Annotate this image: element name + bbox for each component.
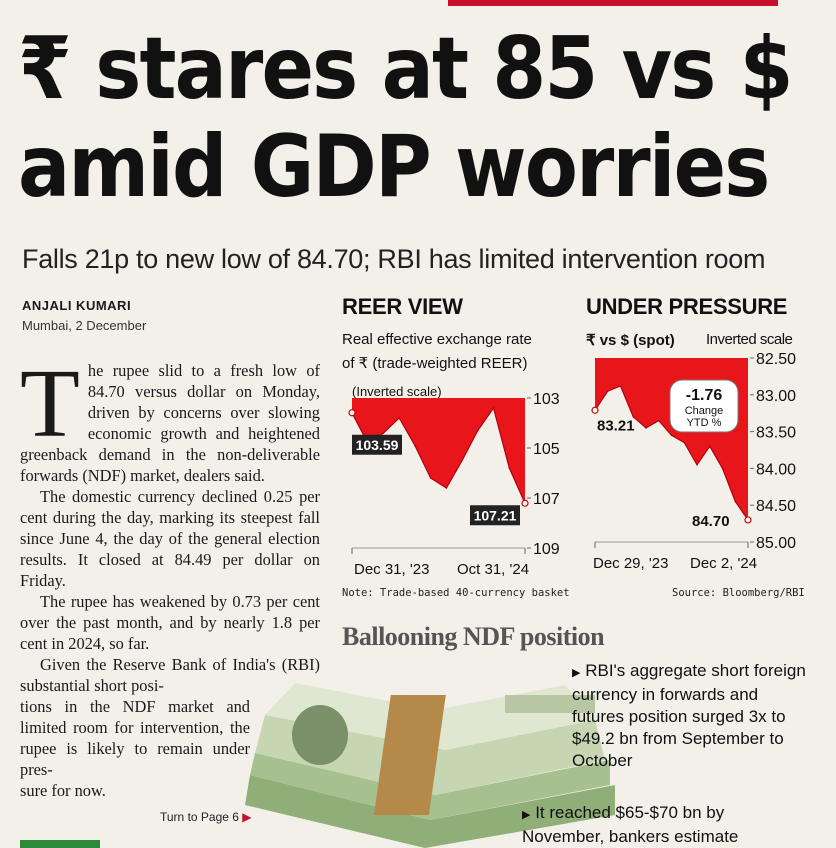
data-point	[445, 487, 448, 489]
reer-inverted-note: (Inverted scale)	[352, 384, 442, 399]
data-point	[708, 445, 711, 448]
turn-to-page-text: Turn to Page 6	[160, 810, 239, 824]
end-data-label: 84.70	[692, 513, 730, 530]
pressure-chart-title: UNDER PRESSURE	[586, 294, 788, 319]
y-tick-label: 85.00	[756, 535, 796, 552]
start-marker	[348, 409, 356, 417]
y-tick-label: 83.50	[756, 425, 796, 442]
triangle-right-icon: ▶	[572, 667, 581, 679]
reer-chart: 103 105 107 109 Dec 31, '23 Oct 31, '24 103.59…	[348, 391, 560, 578]
story-paragraph-2: The domestic currency declined 0.25 per …	[20, 487, 320, 590]
ndf-bullet-1-text: RBI's aggregate short foreign currency i…	[572, 661, 806, 770]
headline-line-1: ₹ stares at 85 vs $	[18, 19, 794, 119]
pressure-subtitle: ₹ vs $ (spot)	[586, 332, 675, 349]
data-point	[508, 467, 511, 469]
money-stack-image	[245, 683, 615, 848]
reer-subtitle-1: Real effective exchange rate	[342, 331, 532, 348]
data-point	[429, 477, 432, 479]
y-tick-label: 84.00	[756, 461, 796, 478]
end-marker	[744, 516, 752, 524]
data-point	[670, 434, 673, 437]
reer-note: Note: Trade-based 40-currency basket	[342, 587, 570, 599]
subheadline: Falls 21p to new low of 84.70; RBI has l…	[22, 244, 766, 274]
data-point	[461, 459, 463, 462]
start-data-label: 83.21	[597, 417, 635, 434]
series-line	[351, 406, 526, 504]
end-marker	[521, 499, 529, 507]
y-tick-label: 84.50	[756, 498, 796, 515]
data-point	[606, 390, 609, 392]
data-point	[683, 441, 686, 444]
story-paragraph-3: The rupee has weakened by 0.73 per cent …	[20, 592, 320, 653]
headline-line-2: amid GDP worries	[18, 117, 770, 217]
page-footer-bar	[20, 840, 100, 848]
y-tick-label: 103	[533, 391, 560, 408]
data-point	[721, 467, 724, 470]
change-badge	[669, 379, 739, 433]
data-point	[382, 432, 385, 434]
triangle-right-icon: ▶	[522, 809, 531, 821]
byline: ANJALI KUMARI	[22, 298, 132, 313]
end-label-box	[470, 505, 520, 526]
change-label-ytd: YTD %	[687, 417, 722, 429]
dateline: Mumbai, 2 December	[22, 318, 147, 333]
y-tick-label: 109	[533, 541, 560, 558]
turn-to-page-link[interactable]: Turn to Page 6 ▶	[160, 810, 252, 824]
data-point	[734, 500, 737, 503]
x-tick-label: Dec 31, '23	[354, 561, 429, 578]
data-point	[414, 444, 416, 447]
change-value: -1.76	[686, 387, 723, 404]
pressure-inverted-note: Inverted scale	[706, 331, 793, 348]
data-point	[632, 416, 635, 418]
data-point	[696, 463, 698, 466]
start-marker	[591, 406, 599, 414]
data-point	[398, 417, 400, 419]
start-label-box	[352, 434, 402, 455]
change-label: Change	[685, 405, 724, 417]
story-paragraph-4b: tions in the NDF market and limited room…	[20, 697, 250, 779]
x-tick-label: Dec 29, '23	[593, 555, 668, 572]
ndf-bullet-2-text: It reached $65-$70 bn by November, banke…	[522, 803, 739, 846]
top-accent-bar	[448, 0, 778, 6]
y-tick-label: 83.00	[756, 388, 796, 405]
ndf-bullet-2: ▶ It reached $65-$70 bn by November, ban…	[522, 802, 782, 848]
end-data-label: 107.21	[474, 507, 517, 523]
reer-chart-title: REER VIEW	[342, 294, 463, 319]
y-tick-label: 82.50	[756, 351, 796, 368]
x-tick-label: Oct 31, '24	[457, 561, 529, 578]
data-point	[477, 429, 479, 432]
data-point	[619, 385, 622, 387]
ndf-section-title: Ballooning NDF position	[342, 622, 605, 651]
x-tick-label: Dec 2, '24	[690, 555, 757, 572]
pressure-source: Source: Bloomberg/RBI	[672, 587, 805, 599]
data-point	[657, 419, 660, 422]
story-paragraph-1: he rupee slid to a fresh low of 84.70 ve…	[20, 361, 320, 485]
start-data-label: 103.59	[356, 437, 399, 453]
data-point	[492, 407, 495, 409]
ndf-bullet-1: ▶ RBI's aggregate short foreign currency…	[572, 660, 812, 772]
story-paragraph-4c: sure for now.	[20, 781, 106, 800]
story-paragraph-4a: Given the Reserve Bank of India's (RBI) …	[20, 655, 320, 695]
reer-subtitle-2: of ₹ (trade-weighted REER)	[342, 355, 528, 372]
data-point	[645, 427, 647, 429]
story-body: T he rupee slid to a fresh low of 84.70 …	[20, 350, 320, 801]
headline: ₹ stares at 85 vs $ amid GDP worries	[18, 19, 794, 217]
drop-cap: T	[20, 350, 80, 458]
arrow-right-icon: ▶	[242, 810, 252, 824]
y-tick-label: 105	[533, 441, 560, 458]
pressure-chart: 82.50 83.00 83.50 84.00 84.50 85.00 Dec 29, '2…	[591, 351, 796, 572]
y-tick-label: 107	[533, 491, 560, 508]
